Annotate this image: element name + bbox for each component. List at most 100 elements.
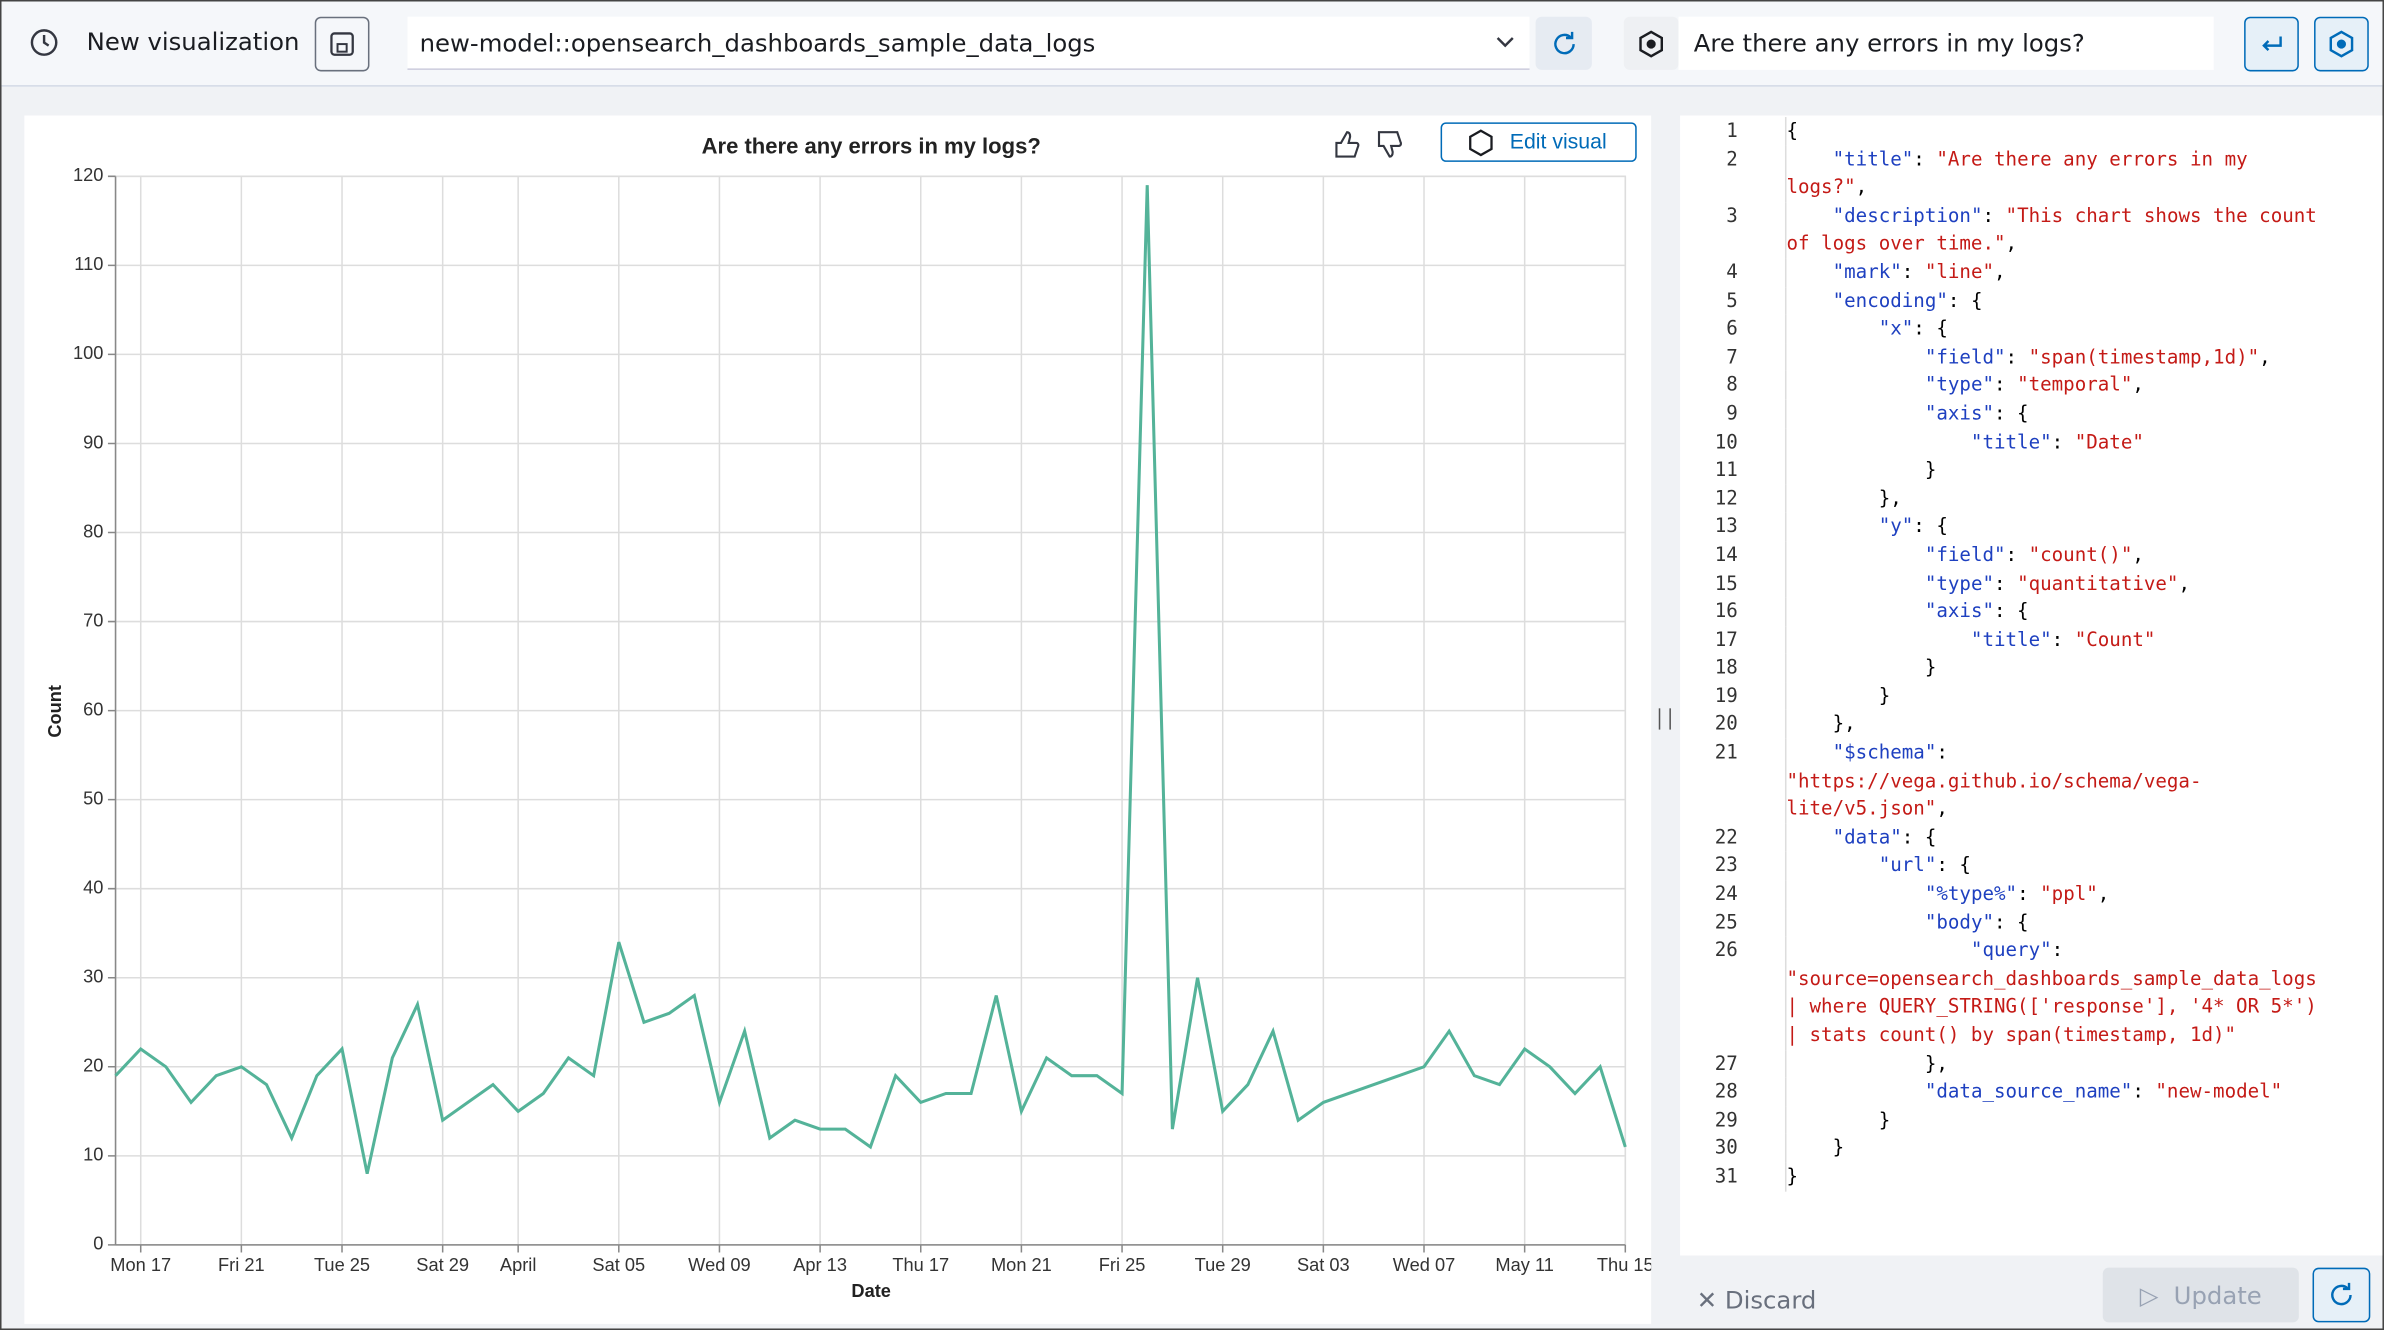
code-line: 5 "encoding": { xyxy=(1680,286,2382,315)
x-tick-label: Fri 21 xyxy=(218,1254,265,1275)
code-text: "title": "Date" xyxy=(1784,427,2322,457)
chart: Are there any errors in my logs? Date Co… xyxy=(44,122,1654,1301)
code-text: "query": "source=opensearch_dashboards_s… xyxy=(1784,936,2322,1050)
code-token: : xyxy=(1936,740,1960,764)
code-token: : { xyxy=(1936,853,1971,877)
code-token: , xyxy=(2005,231,2018,255)
submit-button[interactable] xyxy=(2244,16,2299,72)
code-text: "title": "Count" xyxy=(1784,625,2322,655)
y-tick-label: 110 xyxy=(74,253,103,274)
code-token: , xyxy=(2132,372,2144,396)
code-token: "span(timestamp,1d)" xyxy=(2028,344,2260,368)
x-tick-label: Thu 15 xyxy=(1597,1254,1651,1275)
line-number: 9 xyxy=(1726,401,1738,424)
code-line: 7 "field": "span(timestamp,1d)", xyxy=(1680,343,2382,372)
code-line: 1{ xyxy=(1680,117,2382,146)
code-text: } xyxy=(1784,682,2322,711)
code-line: 18 } xyxy=(1680,654,2382,683)
code-line: 14 "field": "count()", xyxy=(1680,540,2382,570)
code-text: "type": "quantitative", xyxy=(1784,569,2322,598)
index-select[interactable]: new-model::opensearch_dashboards_sample_… xyxy=(407,16,1530,70)
y-tick-label: 30 xyxy=(83,966,103,987)
x-axis-title: Date xyxy=(851,1280,891,1301)
code-text: "field": "count()", xyxy=(1784,540,2322,570)
discard-label: Discard xyxy=(1724,1285,1817,1315)
code-line: 6 "x": { xyxy=(1680,314,2382,344)
code-token: : xyxy=(2051,938,2075,961)
resize-handle[interactable] xyxy=(1658,708,1671,730)
code-line: 31} xyxy=(1680,1162,2382,1192)
line-number: 13 xyxy=(1714,514,1738,538)
update-button[interactable]: ▷ Update xyxy=(2102,1267,2299,1323)
code-text: "type": "temporal", xyxy=(1784,371,2322,400)
discard-button[interactable]: ✕ Discard xyxy=(1697,1286,1817,1315)
chart-title: Are there any errors in my logs? xyxy=(702,133,1041,158)
x-tick-label: April xyxy=(500,1254,536,1275)
close-icon: ✕ xyxy=(1696,1285,1725,1315)
line-number: 28 xyxy=(1714,1079,1738,1103)
code-token: "temporal" xyxy=(2017,372,2133,396)
thumbs-up[interactable] xyxy=(1335,131,1360,158)
code-token: : { xyxy=(1994,599,2029,622)
code-text: } xyxy=(1784,1162,2322,1192)
code-token: : { xyxy=(1994,909,2029,933)
code-token: "field" xyxy=(1786,542,2006,566)
code-token: "mark" xyxy=(1786,259,1902,283)
code-token: } xyxy=(1786,1164,1799,1188)
code-text: } xyxy=(1784,1106,2322,1135)
thumbs-down[interactable] xyxy=(1377,131,1402,158)
save-button[interactable] xyxy=(314,16,370,72)
play-icon: ▷ xyxy=(2139,1280,2159,1310)
line-number: 26 xyxy=(1714,938,1738,961)
code-token: "x" xyxy=(1786,316,1914,340)
code-token: } xyxy=(1786,457,1937,481)
x-tick-label: May 11 xyxy=(1495,1254,1553,1275)
code-text: "field": "span(timestamp,1d)", xyxy=(1784,343,2322,372)
code-line: 24 "%type%": "ppl", xyxy=(1680,880,2382,909)
line-number: 14 xyxy=(1714,542,1738,566)
question-input[interactable]: Are there any errors in my logs? xyxy=(1678,16,2214,70)
line-number: 23 xyxy=(1714,853,1738,877)
refresh-button[interactable] xyxy=(2312,1267,2371,1323)
code-token: "Are there any errors in my logs?" xyxy=(1786,146,2260,198)
code-token: , xyxy=(2259,344,2271,368)
line-number: 1 xyxy=(1726,118,1738,142)
code-line: 19 } xyxy=(1680,682,2382,711)
line-number: 7 xyxy=(1726,344,1738,368)
update-label: Update xyxy=(2173,1280,2262,1310)
hex-icon xyxy=(1639,29,1664,57)
x-tick-label: Sat 05 xyxy=(592,1254,645,1275)
code-token: "data" xyxy=(1786,825,1902,848)
x-tick-label: Mon 17 xyxy=(110,1254,171,1275)
code-token: "$schema" xyxy=(1786,740,1937,764)
line-number: 5 xyxy=(1726,288,1738,311)
code-text: "%type%": "ppl", xyxy=(1784,880,2322,909)
code-text: "$schema": "https://vega.github.io/schem… xyxy=(1784,738,2322,824)
code-text: } xyxy=(1784,456,2322,485)
code-text: "axis": { xyxy=(1784,399,2322,428)
y-tick-label: 50 xyxy=(83,787,103,808)
line-number: 24 xyxy=(1714,881,1738,905)
code-text: }, xyxy=(1784,484,2322,513)
line-number: 4 xyxy=(1726,259,1738,283)
history-icon[interactable] xyxy=(27,26,60,59)
x-tick-label: Apr 13 xyxy=(793,1254,847,1275)
y-axis-title: Count xyxy=(44,685,65,738)
code-token: "description" xyxy=(1786,203,1983,227)
code-token: "url" xyxy=(1786,853,1937,877)
y-tick-label: 20 xyxy=(83,1055,103,1076)
edit-visual-button[interactable]: Edit visual xyxy=(1440,122,1637,162)
code-line: 13 "y": { xyxy=(1680,512,2382,541)
x-tick-label: Wed 07 xyxy=(1393,1254,1456,1275)
refresh-button[interactable] xyxy=(1535,16,1592,70)
code-token: "Date" xyxy=(2074,429,2144,453)
code-text: "mark": "line", xyxy=(1784,258,2322,287)
code-token: : { xyxy=(1913,316,1948,340)
assistant-button[interactable] xyxy=(2314,16,2369,72)
line-number: 27 xyxy=(1714,1051,1738,1075)
code-token: : xyxy=(2017,881,2041,905)
code-text: "data": { xyxy=(1784,823,2322,852)
x-tick-label: Fri 25 xyxy=(1099,1254,1146,1275)
code-token: "line" xyxy=(1924,259,1995,283)
line-number: 21 xyxy=(1714,740,1738,764)
